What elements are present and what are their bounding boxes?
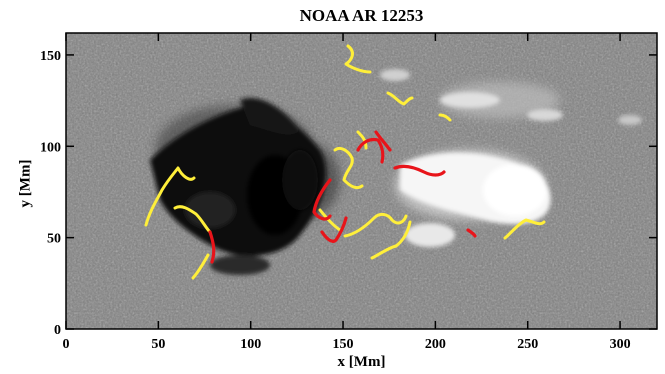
x-axis-label: x [Mm] — [337, 354, 386, 370]
y-tick-label: 0 — [54, 323, 61, 338]
plot-frame — [65, 32, 658, 330]
x-tick-label: 300 — [610, 337, 631, 352]
red-contours — [208, 130, 477, 264]
x-tick-label: 50 — [151, 337, 165, 352]
magnetogram-image — [66, 33, 657, 329]
x-tick-label: 200 — [425, 337, 446, 352]
x-tick-label: 150 — [333, 337, 354, 352]
yellow-contours — [144, 44, 546, 280]
y-tick-label: 50 — [47, 232, 61, 247]
x-tick-label: 250 — [517, 337, 538, 352]
x-tick-label: 100 — [240, 337, 261, 352]
y-axis-ticks: 0 50 100 150 — [40, 49, 657, 338]
y-tick-label: 150 — [40, 49, 61, 64]
x-tick-label: 0 — [63, 337, 70, 352]
figure-title: NOAA AR 12253 — [299, 6, 424, 25]
contour-lines — [144, 44, 546, 280]
x-axis-ticks: 0 50 100 150 200 250 300 — [63, 33, 631, 352]
y-tick-label: 100 — [40, 140, 61, 155]
